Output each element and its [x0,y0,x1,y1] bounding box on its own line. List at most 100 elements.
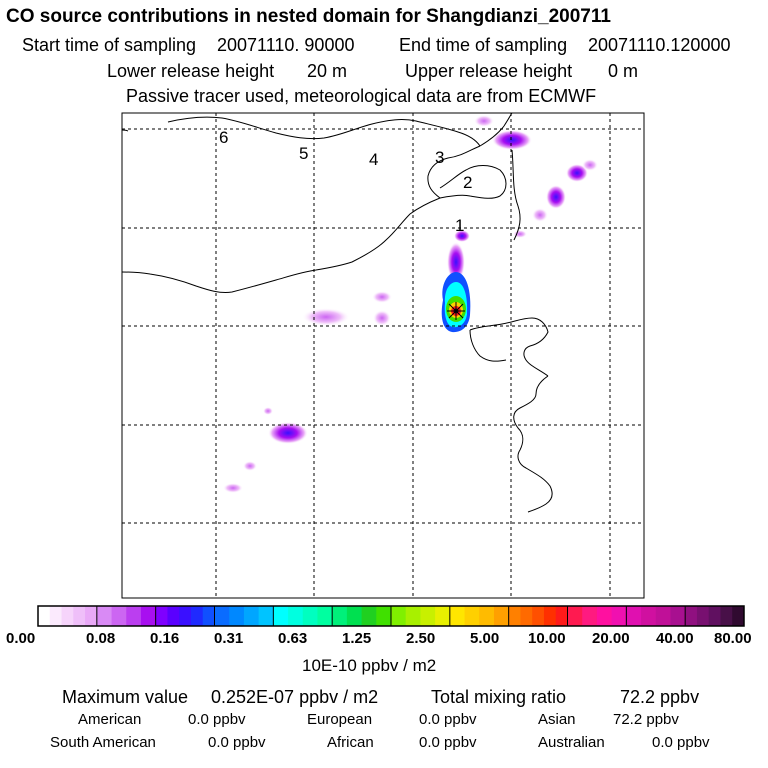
plume-patch [373,310,391,326]
colorbar-tick: 0.31 [214,630,244,647]
region-name: American [78,711,142,728]
plume-patch [243,461,257,471]
plume-patch [513,230,527,238]
colorbar-cell [179,606,192,626]
plume-patch [532,208,548,222]
region-name: Australian [538,734,605,751]
region-value: 0.0 ppbv [419,734,477,751]
colorbar-cell [229,606,245,626]
region-label-3: 3 [435,148,444,167]
start-time-value: 20071110. 90000 [217,35,355,55]
colorbar-cell [508,606,521,626]
plume-patch [372,291,392,303]
plume-layer [223,115,598,493]
region-value: 0.0 ppbv [188,711,246,728]
colorbar-cell [720,606,733,626]
colorbar-cell [376,606,392,626]
colorbar-cell [626,606,642,626]
region-value: 72.2 ppbv [613,711,679,728]
region-label-2: 2 [463,173,472,192]
colorbar-cell [61,606,74,626]
colorbar-cell [567,606,583,626]
map-frame [121,112,645,599]
colorbar-cell [126,606,142,626]
colorbar-cell [405,606,421,626]
plume-patch [302,308,350,326]
plume-patch [546,185,566,209]
colorbar-cell [332,606,348,626]
colorbar-cell [258,606,274,626]
colorbar-cell [420,606,436,626]
colorbar-tick: 0.00 [6,630,36,647]
region-label-4: 4 [369,150,378,169]
plume-patch [474,115,494,127]
colorbar-cell [732,606,745,626]
colorbar-cell [140,606,157,626]
region-name: European [307,711,373,728]
max-value: 0.252E-07 ppbv / m2 [211,687,379,707]
plume-patch [447,242,465,282]
region-value: 0.0 ppbv [208,734,266,751]
colorbar-cell [214,606,230,626]
colorbar-cell [493,606,510,626]
plume-patch [582,159,598,171]
colorbar-cell [155,606,168,626]
colorbar-tick: 0.63 [278,630,308,647]
plume-patch [263,407,273,415]
colorbar-cell [555,606,568,626]
lat-lon-grid [122,113,644,598]
colorbar-cell [288,606,304,626]
region-label-5: 5 [299,144,308,163]
colorbar-cell [543,606,557,626]
colorbar-cell [111,606,127,626]
map-title: CO source contributions in nested domain… [6,6,611,27]
colorbar-cell [38,606,51,626]
colorbar-cell [670,606,686,626]
colorbar [38,606,745,626]
colorbar-frame [37,605,745,627]
plume-patch [223,483,243,493]
region-label-6: 6 [219,128,228,147]
colorbar-tick: 2.50 [406,630,436,647]
plume-patch [492,130,532,150]
colorbar-cell [596,606,613,626]
tracer-note: Passive tracer used, meteorological data… [126,86,597,106]
plume-patch [454,230,470,242]
colorbar-cell [73,606,86,626]
start-time-label: Start time of sampling [22,35,197,55]
region-labels: 1 2 3 4 5 6 [219,128,472,235]
colorbar-cell [708,606,721,626]
end-time-value: 20071110.120000 [588,35,731,55]
colorbar-tick: 80.00 [714,630,752,647]
colorbar-tick: 40.00 [656,630,694,647]
region-name: Asian [538,711,576,728]
colorbar-cell [317,606,333,626]
colorbar-cell [685,606,698,626]
colorbar-cell [391,606,407,626]
colorbar-cell [696,606,710,626]
colorbar-cell [449,606,465,626]
colorbar-cell [641,606,657,626]
upper-height-label: Upper release height [405,61,573,81]
colorbar-cell [520,606,533,626]
colorbar-cell [479,606,495,626]
lower-height-value: 20 m [307,61,348,81]
colorbar-cell [202,606,215,626]
colorbar-unit: 10E-10 ppbv / m2 [302,656,437,675]
colorbar-cell [532,606,545,626]
colorbar-cell [582,606,598,626]
max-value-label: Maximum value [62,687,189,707]
colorbar-cell [464,606,480,626]
region-value: 0.0 ppbv [419,711,477,728]
colorbar-cell [611,606,627,626]
colorbar-cell [655,606,671,626]
colorbar-cell [273,606,289,626]
region-name: South American [50,734,156,751]
end-time-label: End time of sampling [399,35,568,55]
colorbar-tick: 10.00 [528,630,566,647]
colorbar-tick: 5.00 [470,630,500,647]
lower-height-label: Lower release height [107,61,275,81]
colorbar-cell [96,606,112,626]
coastline-boundaries [122,113,553,513]
